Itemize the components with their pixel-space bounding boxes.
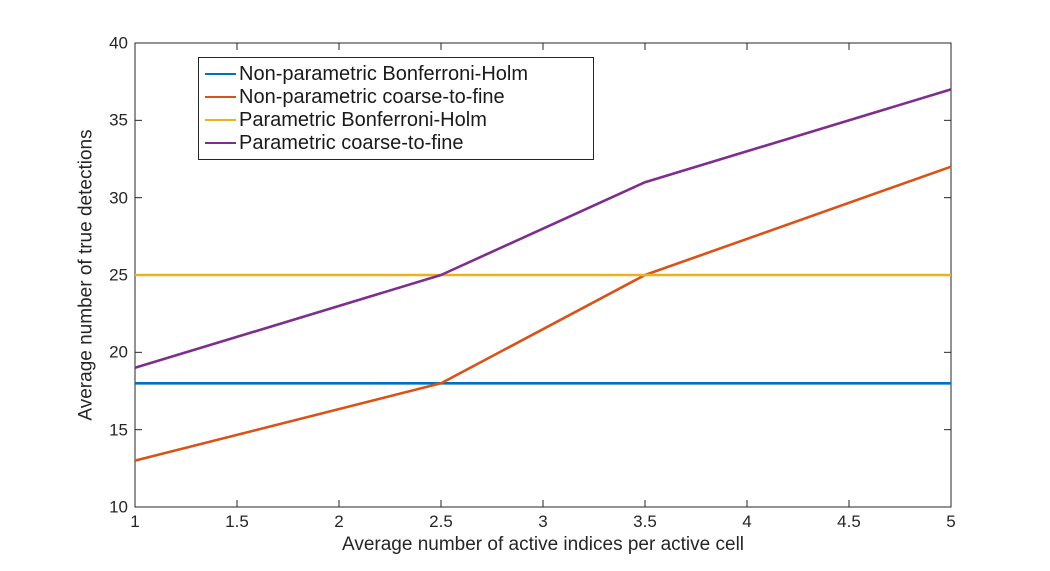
y-tick-label: 25 xyxy=(109,265,128,285)
y-tick-label: 35 xyxy=(109,110,128,130)
legend-label: Non-parametric Bonferroni-Holm xyxy=(239,62,528,85)
x-tick-label: 2.5 xyxy=(429,512,453,531)
y-tick-label: 10 xyxy=(109,497,128,517)
legend-line-swatch xyxy=(205,95,236,98)
legend-entry-4: Parametric coarse-to-fine xyxy=(205,133,589,153)
y-tick-label: 30 xyxy=(109,188,128,208)
x-tick-label: 4.5 xyxy=(837,512,861,531)
y-tick-label: 40 xyxy=(109,33,128,53)
legend-line-swatch xyxy=(205,142,236,145)
y-axis-label: Average number of true detections xyxy=(75,129,97,421)
x-tick-label: 1.5 xyxy=(225,512,249,531)
legend: Non-parametric Bonferroni-Holm Non-parame… xyxy=(198,57,594,160)
y-tick-label: 20 xyxy=(109,342,128,362)
legend-label: Non-parametric coarse-to-fine xyxy=(239,85,505,108)
x-tick-label: 2 xyxy=(334,512,344,531)
legend-line-swatch xyxy=(205,72,236,75)
y-tick-label: 15 xyxy=(109,420,128,440)
x-tick-label: 5 xyxy=(946,512,956,531)
legend-label: Parametric Bonferroni-Holm xyxy=(239,109,487,132)
series-line-4 xyxy=(134,88,952,370)
legend-label: Parametric coarse-to-fine xyxy=(239,132,464,155)
legend-entry-1: Non-parametric Bonferroni-Holm xyxy=(205,64,589,84)
x-tick-label: 4 xyxy=(742,512,752,531)
x-axis-label: Average number of active indices per act… xyxy=(341,534,745,555)
x-tick-label: 1 xyxy=(130,512,140,531)
legend-line-swatch xyxy=(205,119,236,122)
series-line-2 xyxy=(134,165,952,462)
legend-entry-3: Parametric Bonferroni-Holm xyxy=(205,110,589,130)
x-tick-label: 3 xyxy=(538,512,548,531)
legend-entry-2: Non-parametric coarse-to-fine xyxy=(205,87,589,107)
x-tick-label: 3.5 xyxy=(633,512,657,531)
